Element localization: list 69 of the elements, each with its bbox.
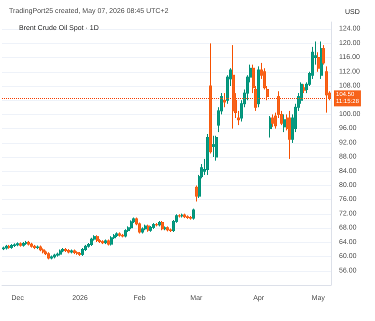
- candlestick: [101, 240, 104, 245]
- candlestick: [27, 240, 30, 246]
- candlestick: [22, 241, 25, 248]
- candlestick: [30, 242, 33, 248]
- candlestick: [206, 133, 209, 176]
- candlestick: [192, 208, 195, 220]
- candlestick: [81, 248, 84, 256]
- candlestick: [269, 116, 272, 138]
- candlestick: [61, 248, 64, 253]
- candlestick: [64, 248, 67, 252]
- candlestick: [189, 216, 192, 220]
- candlestick: [144, 224, 147, 231]
- candlestick: [212, 135, 215, 158]
- candlestick: [42, 248, 45, 254]
- candlestick: [73, 248, 76, 255]
- candlestick: [76, 250, 79, 256]
- candlestick: [19, 242, 22, 248]
- candlestick: [107, 239, 110, 246]
- candlestick: [16, 242, 19, 247]
- candlestick: [5, 244, 8, 250]
- candlestick: [36, 245, 39, 250]
- candlestick: [161, 220, 164, 231]
- candlestick: [195, 184, 198, 202]
- candlestick: [10, 244, 13, 250]
- candlestick: [13, 242, 16, 248]
- candlestick: [322, 44, 325, 66]
- candlestick: [283, 114, 286, 133]
- candlestick: [53, 253, 56, 259]
- candlestick: [44, 250, 47, 256]
- candlestick: [303, 84, 306, 94]
- candlestick: [59, 248, 62, 256]
- candlestick: [186, 214, 189, 220]
- candlestick: [104, 239, 107, 245]
- candlestick: [257, 66, 260, 108]
- candlestick: [138, 222, 141, 234]
- candlestick: [130, 220, 133, 230]
- candlestick: [96, 234, 99, 242]
- candlestick: [169, 228, 172, 233]
- candlestick: [271, 114, 274, 128]
- candlestick: [33, 244, 36, 250]
- candlestick: [25, 240, 28, 246]
- candlestick: [141, 226, 144, 234]
- candlestick: [124, 228, 127, 238]
- candlestick: [155, 222, 158, 227]
- candlestick: [164, 226, 167, 231]
- candlestick: [118, 232, 121, 238]
- candlestick: [121, 233, 124, 238]
- candlestick: [110, 236, 113, 246]
- candlestick: [152, 222, 155, 230]
- candlestick: [317, 52, 320, 72]
- candlestick: [56, 252, 59, 258]
- candlestick: [78, 251, 81, 256]
- candlestick: [183, 213, 186, 219]
- candlestick: [288, 110, 291, 160]
- candlestick: [39, 245, 42, 252]
- candlestick: [158, 220, 161, 227]
- candlestick: [178, 214, 181, 218]
- candlestick: [215, 135, 218, 162]
- candlestick: [90, 237, 93, 246]
- candlestick: [98, 238, 101, 244]
- candlestick: [181, 213, 184, 218]
- candlestick: [67, 248, 70, 254]
- candlestick: [50, 255, 53, 260]
- candlestick: [70, 248, 73, 254]
- candlestick: [2, 246, 5, 251]
- candlestick: [149, 226, 152, 232]
- candlestick: [47, 252, 50, 260]
- candlestick: [166, 226, 169, 232]
- candlestick: [115, 232, 118, 238]
